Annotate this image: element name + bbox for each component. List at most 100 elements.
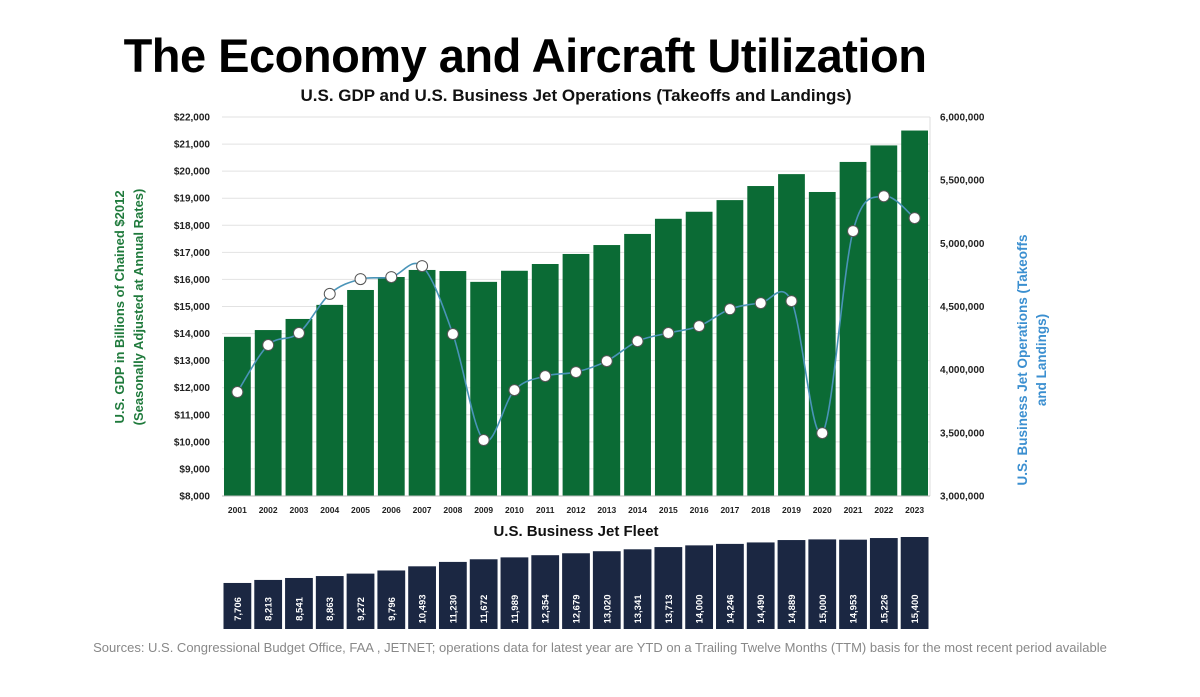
fleet-bar — [592, 551, 621, 629]
gdp-bar — [716, 200, 744, 496]
left-tick-label: $19,000 — [174, 194, 211, 205]
left-tick-label: $13,000 — [174, 356, 211, 367]
gdp-bar — [901, 130, 928, 497]
fleet-data-label: 14,490 — [756, 594, 767, 623]
fleet-data-label: 14,953 — [849, 594, 860, 623]
x-tick-label: 2018 — [751, 505, 770, 515]
x-tick-label: 2020 — [813, 505, 832, 515]
gdp-bar — [624, 233, 651, 496]
x-tick-label: 2006 — [382, 505, 401, 515]
x-tick-label: 2014 — [628, 505, 647, 515]
x-tick-label: 2008 — [443, 505, 462, 515]
fleet-bar — [654, 547, 683, 629]
gdp-bar — [377, 276, 405, 496]
chart-title: U.S. GDP and U.S. Business Jet Operation… — [300, 86, 852, 105]
fleet-data-label: 12,354 — [541, 594, 552, 624]
operations-point — [693, 320, 706, 333]
fleet-bar — [531, 555, 560, 629]
fleet-bar — [808, 539, 837, 629]
operations-point — [908, 212, 921, 225]
fleet-bar — [716, 543, 744, 629]
operations-point — [570, 366, 582, 379]
fleet-bar — [623, 549, 652, 629]
fleet-data-label: 11,672 — [479, 595, 490, 624]
operations-point — [446, 328, 459, 341]
gdp-bar — [593, 245, 621, 496]
fleet-bar — [377, 570, 406, 629]
left-tick-label: $14,000 — [174, 329, 211, 340]
fleet-data-label: 12,679 — [572, 594, 583, 623]
right-axis-title: U.S. Business Jet Operations (Takeoffs — [1015, 234, 1030, 485]
x-tick-label: 2002 — [259, 505, 278, 515]
fleet-bar — [839, 539, 867, 629]
gdp-bar — [254, 330, 282, 496]
fleet-data-label: 15,000 — [818, 594, 829, 623]
slide-title: The Economy and Aircraft Utilization — [123, 29, 927, 82]
x-tick-label: 2015 — [659, 505, 678, 515]
right-tick-label: 5,000,000 — [940, 239, 985, 250]
fleet-data-label: 13,020 — [602, 594, 613, 623]
fleet-data-label: 10,493 — [418, 594, 429, 623]
operations-point — [847, 225, 860, 238]
fleet-bar — [223, 582, 252, 629]
x-tick-label: 2009 — [474, 505, 493, 515]
operations-point — [600, 355, 613, 368]
x-tick-label: 2007 — [413, 505, 432, 515]
left-tick-label: $16,000 — [174, 275, 211, 286]
gdp-bar — [839, 161, 867, 496]
gdp-bar — [224, 336, 251, 496]
fleet-data-label: 14,246 — [725, 594, 736, 623]
fleet-data-label: 11,230 — [448, 595, 459, 624]
left-tick-label: $17,000 — [174, 248, 211, 259]
fleet-bar — [469, 559, 498, 629]
operations-point — [539, 370, 552, 383]
operations-point — [754, 297, 767, 310]
left-tick-label: $8,000 — [179, 492, 210, 503]
fleet-bar — [746, 542, 775, 629]
x-tick-label: 2019 — [782, 505, 801, 515]
left-tick-label: $9,000 — [179, 464, 210, 475]
x-tick-label: 2016 — [690, 505, 709, 515]
left-tick-label: $18,000 — [174, 221, 211, 232]
left-tick-label: $15,000 — [174, 302, 211, 313]
operations-point — [323, 287, 336, 300]
x-tick-label: 2010 — [505, 505, 524, 515]
gdp-bar — [347, 289, 374, 496]
x-tick-label: 2011 — [536, 505, 555, 515]
fleet-bar — [346, 573, 375, 629]
gdp-bar — [439, 271, 467, 496]
x-tick-label: 2004 — [320, 505, 339, 515]
x-tick-label: 2021 — [844, 505, 863, 515]
fleet-bar — [900, 537, 929, 629]
gdp-bar — [408, 269, 436, 496]
left-tick-label: $10,000 — [174, 437, 211, 448]
fleet-data-label: 13,713 — [664, 594, 675, 623]
fleet-bar — [869, 538, 898, 629]
operations-point — [723, 303, 736, 316]
operations-point — [631, 335, 644, 348]
left-tick-label: $21,000 — [174, 140, 211, 151]
fleet-data-label: 13,341 — [633, 594, 644, 624]
gdp-bar — [685, 211, 713, 496]
left-tick-label: $12,000 — [174, 383, 211, 394]
x-tick-label: 2001 — [228, 505, 247, 515]
x-tick-label: 2003 — [289, 505, 308, 515]
x-tick-label: 2023 — [905, 505, 924, 515]
gdp-bar — [778, 174, 805, 496]
fleet-chart-title: U.S. Business Jet Fleet — [493, 523, 658, 540]
x-tick-label: 2005 — [351, 505, 370, 515]
operations-point — [508, 384, 521, 397]
fleet-data-label: 8,541 — [294, 596, 305, 620]
fleet-bar — [438, 561, 467, 629]
right-tick-label: 3,500,000 — [940, 428, 985, 439]
right-tick-label: 5,500,000 — [940, 176, 985, 187]
fleet-data-label: 9,272 — [356, 597, 367, 621]
operations-point — [385, 271, 398, 284]
operations-point — [231, 386, 244, 399]
fleet-data-label: 9,796 — [387, 597, 398, 621]
fleet-bar — [254, 579, 283, 629]
fleet-data-label: 7,706 — [233, 597, 244, 621]
x-tick-label: 2013 — [597, 505, 616, 515]
right-tick-label: 3,000,000 — [940, 492, 985, 503]
operations-point — [662, 327, 675, 340]
